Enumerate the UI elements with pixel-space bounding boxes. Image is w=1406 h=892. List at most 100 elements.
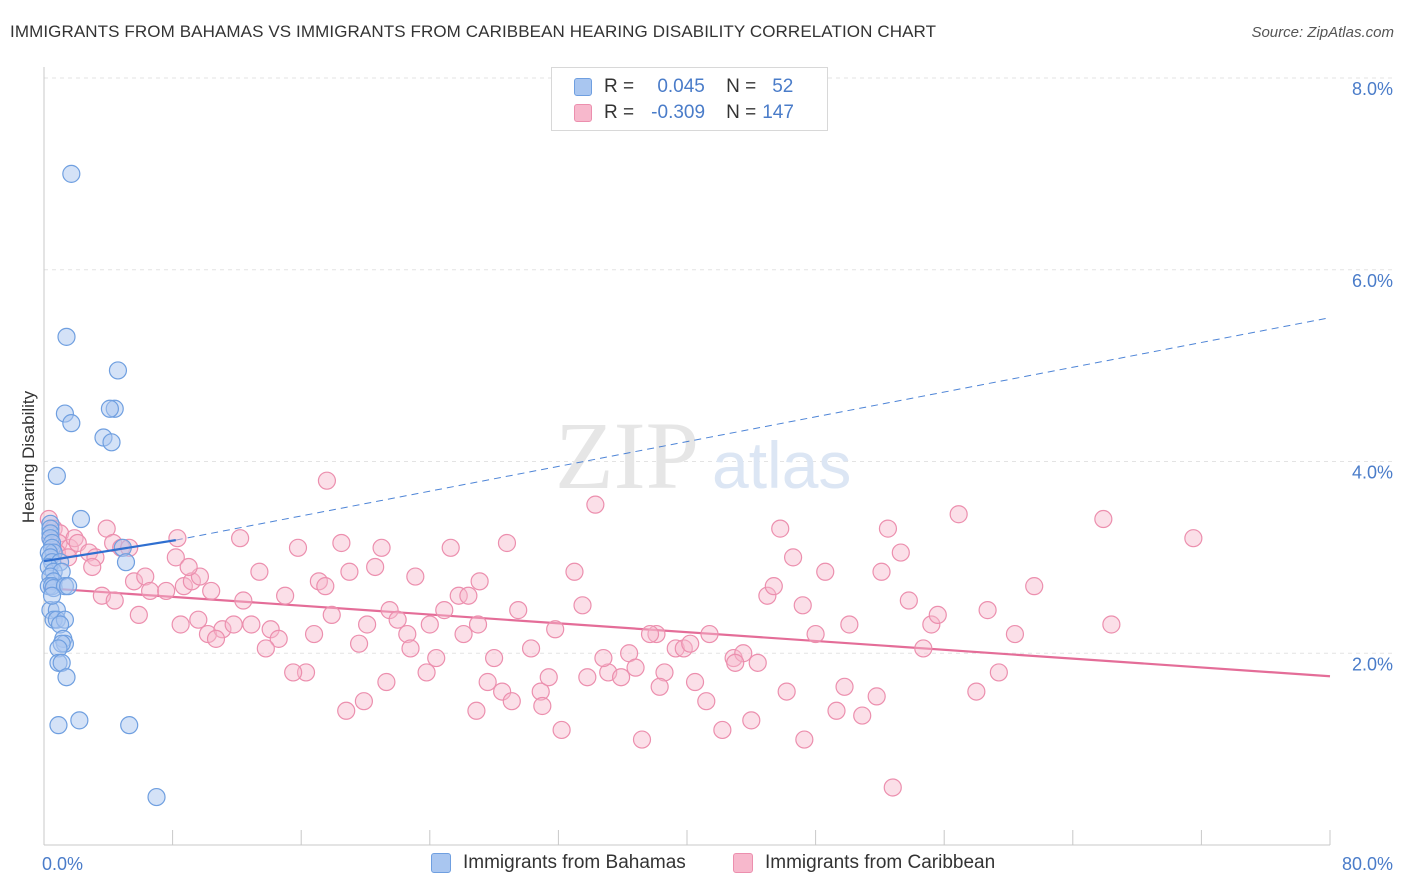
caribbean-point	[449, 586, 468, 605]
caribbean-point	[685, 672, 705, 692]
caribbean-point	[269, 629, 288, 648]
caribbean-point	[546, 620, 565, 639]
caribbean-point	[552, 720, 571, 740]
caribbean-point	[922, 615, 941, 634]
caribbean-point	[470, 572, 489, 591]
legend-row-caribbean: R = -0.309 N = 147	[574, 100, 794, 126]
y-tick-label: 2.0%	[1352, 654, 1393, 674]
caribbean-point	[650, 677, 669, 696]
caribbean-point	[250, 562, 269, 581]
caribbean-point	[398, 624, 417, 644]
caribbean-point	[354, 692, 373, 711]
series-swatch-bahamas	[431, 853, 451, 873]
caribbean-point	[478, 672, 497, 692]
caribbean-point	[795, 730, 814, 749]
caribbean-point	[288, 538, 308, 557]
series-legend-caribbean[interactable]: Immigrants from Caribbean	[733, 852, 995, 874]
legend-r-value: 0.045	[657, 76, 705, 97]
caribbean-point	[224, 615, 243, 634]
bahamas-point	[116, 553, 136, 572]
caribbean-point	[468, 615, 488, 634]
caribbean-point	[521, 639, 541, 658]
caribbean-point	[565, 562, 584, 581]
caribbean-point	[420, 615, 439, 634]
caribbean-point	[697, 692, 716, 711]
caribbean-point	[783, 548, 803, 567]
caribbean-point	[366, 557, 385, 577]
caribbean-point	[304, 624, 324, 644]
caribbean-point	[742, 711, 761, 730]
caribbean-point	[372, 538, 391, 557]
caribbean-point	[771, 519, 790, 538]
legend-n-label: N =	[726, 102, 757, 123]
caribbean-point	[316, 577, 335, 596]
caribbean-point	[256, 639, 275, 658]
caribbean-point	[611, 668, 631, 687]
caribbean-point	[883, 778, 902, 797]
caribbean-point	[1094, 509, 1113, 529]
bahamas-point	[147, 787, 166, 807]
caribbean-point	[231, 529, 250, 548]
legend-r-label: R =	[604, 76, 635, 97]
tick-labels: 2.0% 4.0% 6.0% 8.0% 0.0% 80.0%	[42, 79, 1393, 874]
caribbean-point	[189, 610, 208, 629]
caribbean-point	[284, 663, 303, 682]
bahamas-point	[100, 399, 120, 418]
caribbean-point	[758, 586, 777, 605]
caribbean-point	[140, 581, 160, 601]
caribbean-point	[806, 624, 825, 644]
caribbean-point	[435, 601, 454, 620]
caribbean-point	[124, 572, 144, 591]
caribbean-point	[949, 505, 968, 524]
caribbean-point	[578, 668, 597, 687]
legend-n-label: N =	[726, 76, 757, 97]
caribbean-point	[206, 629, 226, 648]
caribbean-point	[867, 687, 886, 706]
legend-r-label: R =	[604, 102, 635, 123]
caribbean-point	[533, 696, 552, 716]
bahamas-trend-line	[43, 539, 176, 563]
caribbean-point	[967, 682, 986, 701]
y-tick-label: 8.0%	[1352, 79, 1393, 99]
series-legend: Immigrants from Bahamas Immigrants from …	[0, 852, 1406, 878]
x-tick-label: 80.0%	[1342, 854, 1393, 874]
legend-swatch-caribbean	[574, 104, 592, 122]
caribbean-point	[1184, 529, 1203, 548]
bahamas-points	[39, 164, 176, 807]
bahamas-point	[57, 327, 76, 346]
caribbean-point	[65, 529, 84, 548]
caribbean-point	[497, 533, 517, 553]
gridlines	[44, 77, 1392, 654]
caribbean-point	[349, 634, 369, 653]
caribbean-point	[332, 533, 351, 553]
caribbean-point	[317, 471, 337, 490]
watermark: ZIP atlas	[555, 402, 851, 509]
caribbean-point	[322, 605, 341, 625]
caribbean-point	[835, 677, 854, 696]
caribbean-point	[406, 567, 425, 586]
caribbean-point	[202, 581, 221, 601]
series-swatch-caribbean	[733, 853, 753, 873]
caribbean-point	[872, 562, 891, 581]
axes	[43, 67, 1331, 846]
caribbean-point	[136, 567, 155, 586]
caribbean-point	[168, 529, 187, 548]
bahamas-point	[42, 586, 62, 605]
caribbean-point	[388, 610, 407, 629]
caribbean-point	[793, 596, 812, 615]
bahamas-point	[59, 577, 78, 596]
caribbean-point	[989, 663, 1008, 682]
series-legend-bahamas[interactable]: Immigrants from Bahamas	[431, 852, 686, 874]
legend-r-value: -0.309	[651, 102, 706, 123]
caribbean-point	[748, 653, 767, 672]
caribbean-point	[129, 605, 148, 625]
caribbean-point	[681, 634, 700, 653]
bahamas-point	[120, 716, 139, 735]
bahamas-point	[62, 164, 81, 183]
watermark-atlas: atlas	[712, 428, 851, 502]
caribbean-point	[531, 682, 550, 701]
y-tick-label: 6.0%	[1352, 271, 1393, 291]
caribbean-point	[777, 682, 796, 701]
caribbean-point	[853, 706, 872, 725]
caribbean-point	[213, 620, 232, 639]
